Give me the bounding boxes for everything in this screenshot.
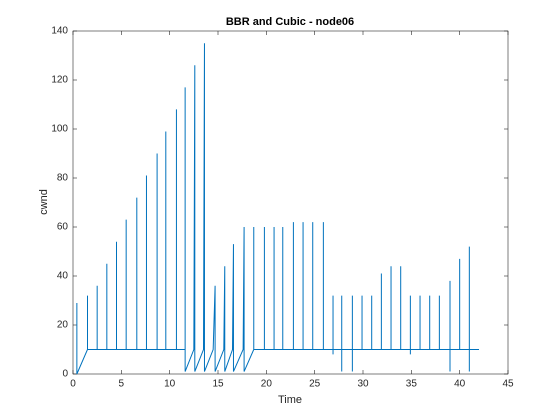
x-tick-label: 25	[309, 379, 321, 390]
plot-area	[72, 30, 509, 375]
y-tick-label: 140	[51, 26, 68, 37]
x-tick-label: 15	[212, 379, 224, 390]
data-line	[76, 43, 479, 375]
y-axis-label: cwnd	[38, 189, 50, 215]
y-tick-label: 0	[62, 369, 68, 380]
x-axis-label: Time	[278, 394, 302, 406]
y-tick-label: 100	[51, 124, 68, 135]
x-tick-label: 40	[454, 379, 466, 390]
x-tick-label: 10	[164, 379, 176, 390]
y-tick-label: 40	[57, 271, 69, 282]
y-tick-label: 80	[57, 173, 69, 184]
x-tick-label: 30	[357, 379, 369, 390]
y-tick-label: 60	[57, 222, 69, 233]
x-tick-label: 20	[261, 379, 273, 390]
chart-title: BBR and Cubic - node06	[226, 16, 354, 28]
x-tick-label: 0	[70, 379, 76, 390]
y-tick-label: 120	[51, 75, 68, 86]
x-tick-label: 45	[502, 379, 514, 390]
x-tick-label: 35	[406, 379, 418, 390]
y-tick-label: 20	[57, 320, 69, 331]
x-tick-label: 5	[119, 379, 125, 390]
